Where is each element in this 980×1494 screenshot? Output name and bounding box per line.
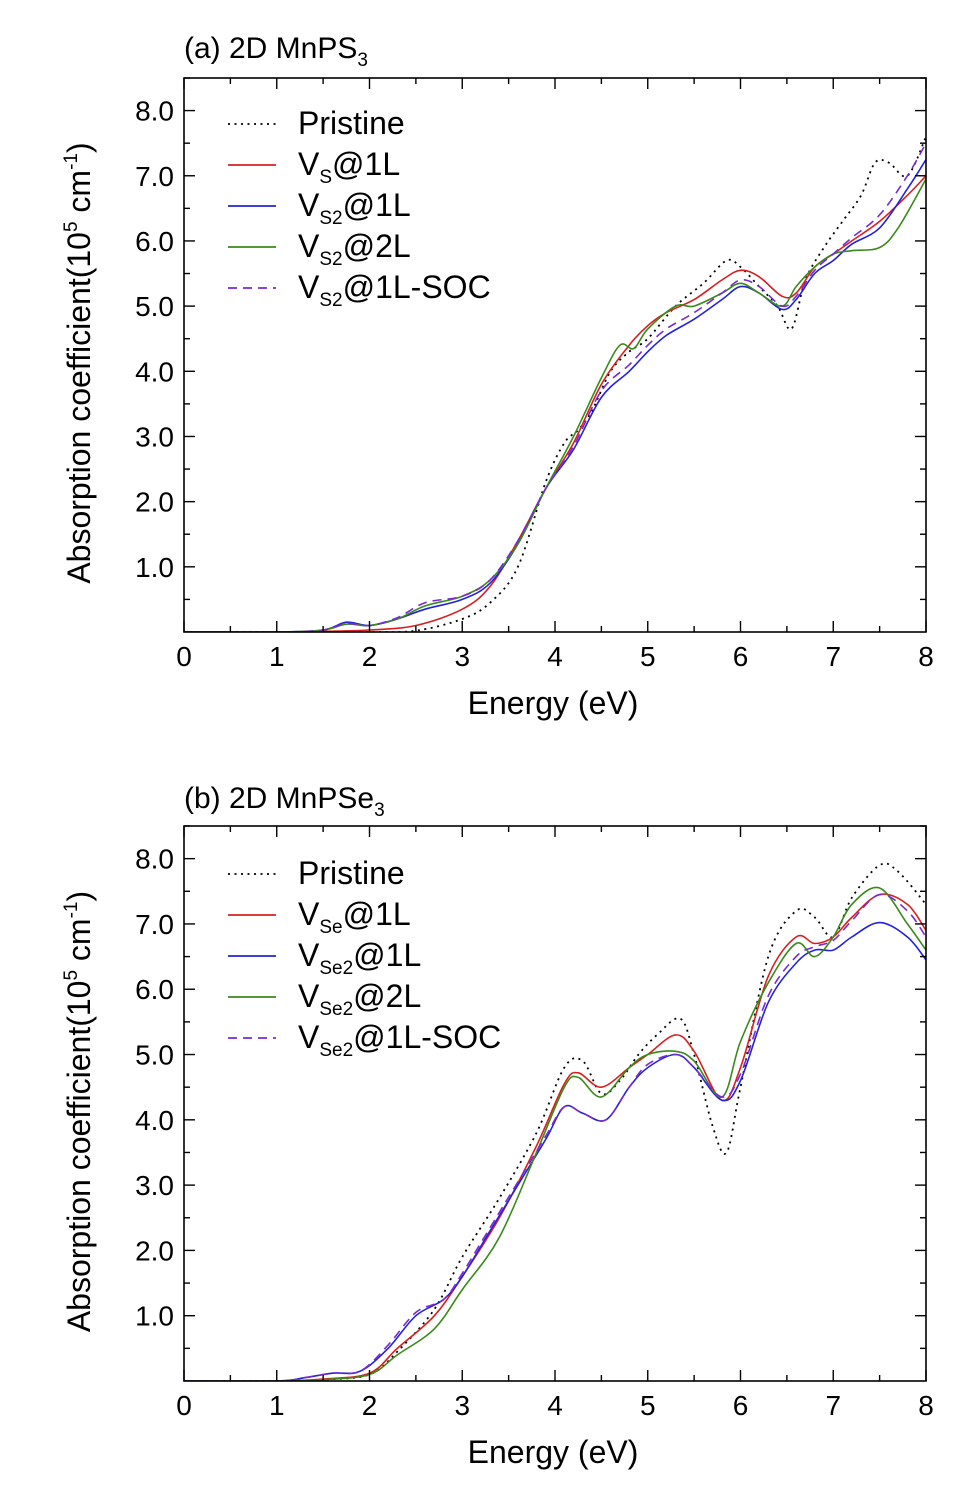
chart-title-subscript: 3 [357, 50, 368, 71]
series-line-1 [184, 175, 926, 632]
x-tick-label: 6 [733, 641, 749, 672]
x-tick-label: 0 [176, 1390, 192, 1421]
x-tick-label: 8 [918, 1390, 934, 1421]
legend-subscript: Se2 [319, 1040, 353, 1061]
x-tick-label: 1 [269, 641, 285, 672]
y-axis-label-superscript: -1 [61, 902, 82, 919]
series-line-0 [184, 136, 926, 632]
y-tick-label: 5.0 [135, 291, 174, 322]
legend-subscript: Se2 [319, 958, 353, 979]
y-tick-label: 7.0 [135, 909, 174, 940]
x-axis-label: Energy (eV) [468, 1434, 639, 1470]
legend-label-2: VSe2@1L [298, 937, 421, 979]
x-tick-label: 8 [918, 641, 934, 672]
legend-label-4: VS2@1L-SOC [298, 269, 491, 311]
x-tick-label: 3 [454, 1390, 470, 1421]
y-tick-label: 6.0 [135, 974, 174, 1005]
x-tick-label: 2 [362, 641, 378, 672]
chart-title-subscript: 3 [374, 800, 385, 821]
legend-subscript: S [319, 167, 332, 188]
y-axis-label: Absorption coefficient(105 cm-1) [61, 142, 97, 583]
x-tick-label: 3 [454, 641, 470, 672]
x-tick-label: 1 [269, 1390, 285, 1421]
legend-subscript: S2 [319, 249, 342, 270]
chart-title: (b) 2D MnPSe3 [184, 782, 385, 821]
legend-label-4: VSe2@1L-SOC [298, 1019, 501, 1061]
y-axis-label-superscript: 5 [61, 970, 82, 981]
legend-label-0: Pristine [298, 105, 405, 141]
legend-subscript: S2 [319, 208, 342, 229]
legend-subscript: S2 [319, 290, 342, 311]
y-tick-label: 1.0 [135, 1301, 174, 1332]
y-tick-label: 3.0 [135, 421, 174, 452]
legend-label-3: VSe2@2L [298, 978, 421, 1020]
chart-panel-b: (b) 2D MnPSe3 0 1 2 3 4 5 6 7 8 1.0 2.0 3.0 4.0 5.0 6.0… [61, 782, 934, 1470]
legend-label-1: VS@1L [298, 146, 400, 188]
y-tick-label: 8.0 [135, 844, 174, 875]
legend-label-2: VS2@1L [298, 187, 411, 229]
legend-subscript: Se2 [319, 999, 353, 1020]
series-line-3 [184, 886, 926, 1381]
chart-panel-a: (a) 2D MnPS3 0 1 2 3 4 5 6 7 8 1.0 2.0 3.0 4.0 5.0 6.0 7… [61, 32, 934, 721]
legend-subscript: Se [319, 917, 342, 938]
x-tick-label: 0 [176, 641, 192, 672]
legend-label-0: Pristine [298, 855, 405, 891]
series-line-1 [184, 893, 926, 1381]
legend-label-1: VSe@1L [298, 896, 411, 938]
y-tick-label: 3.0 [135, 1170, 174, 1201]
x-tick-label: 4 [547, 641, 563, 672]
series-line-2 [184, 921, 926, 1381]
y-tick-label: 2.0 [135, 487, 174, 518]
y-tick-label: 1.0 [135, 552, 174, 583]
x-tick-label: 7 [825, 641, 841, 672]
y-tick-label: 7.0 [135, 161, 174, 192]
x-tick-label: 2 [362, 1390, 378, 1421]
y-axis-label-superscript: -1 [61, 153, 82, 170]
series-line-4 [184, 142, 926, 632]
plot-frame [183, 77, 927, 633]
y-tick-label: 4.0 [135, 356, 174, 387]
y-tick-label: 6.0 [135, 226, 174, 257]
series-line-2 [184, 159, 926, 632]
y-tick-label: 4.0 [135, 1105, 174, 1136]
series-line-3 [184, 178, 926, 632]
x-tick-label: 5 [640, 1390, 656, 1421]
legend-label-3: VS2@2L [298, 228, 411, 270]
series-line-4 [184, 893, 926, 1381]
y-tick-label: 5.0 [135, 1040, 174, 1071]
x-tick-label: 4 [547, 1390, 563, 1421]
x-tick-label: 5 [640, 641, 656, 672]
x-axis-label: Energy (eV) [468, 685, 639, 721]
y-axis-label: Absorption coefficient(105 cm-1) [61, 891, 97, 1332]
chart-title: (a) 2D MnPS3 [184, 32, 368, 71]
y-axis-label-superscript: 5 [61, 221, 82, 232]
y-tick-label: 8.0 [135, 96, 174, 127]
x-tick-label: 6 [733, 1390, 749, 1421]
y-tick-label: 2.0 [135, 1235, 174, 1266]
x-tick-label: 7 [825, 1390, 841, 1421]
